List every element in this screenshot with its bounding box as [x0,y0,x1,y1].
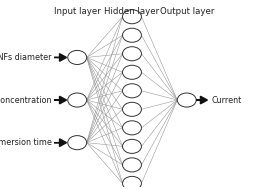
Text: Output layer: Output layer [160,7,214,16]
Text: SBF concentration: SBF concentration [0,96,52,105]
FancyArrow shape [54,96,67,104]
Text: Input layer: Input layer [54,7,101,16]
FancyArrow shape [54,54,67,61]
Text: Hidden layer: Hidden layer [104,7,160,16]
Circle shape [122,10,141,24]
Circle shape [122,158,141,172]
Circle shape [122,47,141,61]
Circle shape [122,28,141,42]
Text: Current: Current [211,96,241,105]
FancyArrow shape [54,139,67,146]
Circle shape [122,139,141,153]
Circle shape [68,93,87,107]
Circle shape [68,136,87,150]
Circle shape [177,93,196,107]
Circle shape [68,50,87,64]
Circle shape [122,65,141,79]
Text: Immersion time: Immersion time [0,138,52,147]
Circle shape [122,176,141,189]
Circle shape [122,102,141,116]
Circle shape [122,121,141,135]
Circle shape [122,84,141,98]
FancyArrow shape [196,96,208,104]
Text: CNFs diameter: CNFs diameter [0,53,52,62]
